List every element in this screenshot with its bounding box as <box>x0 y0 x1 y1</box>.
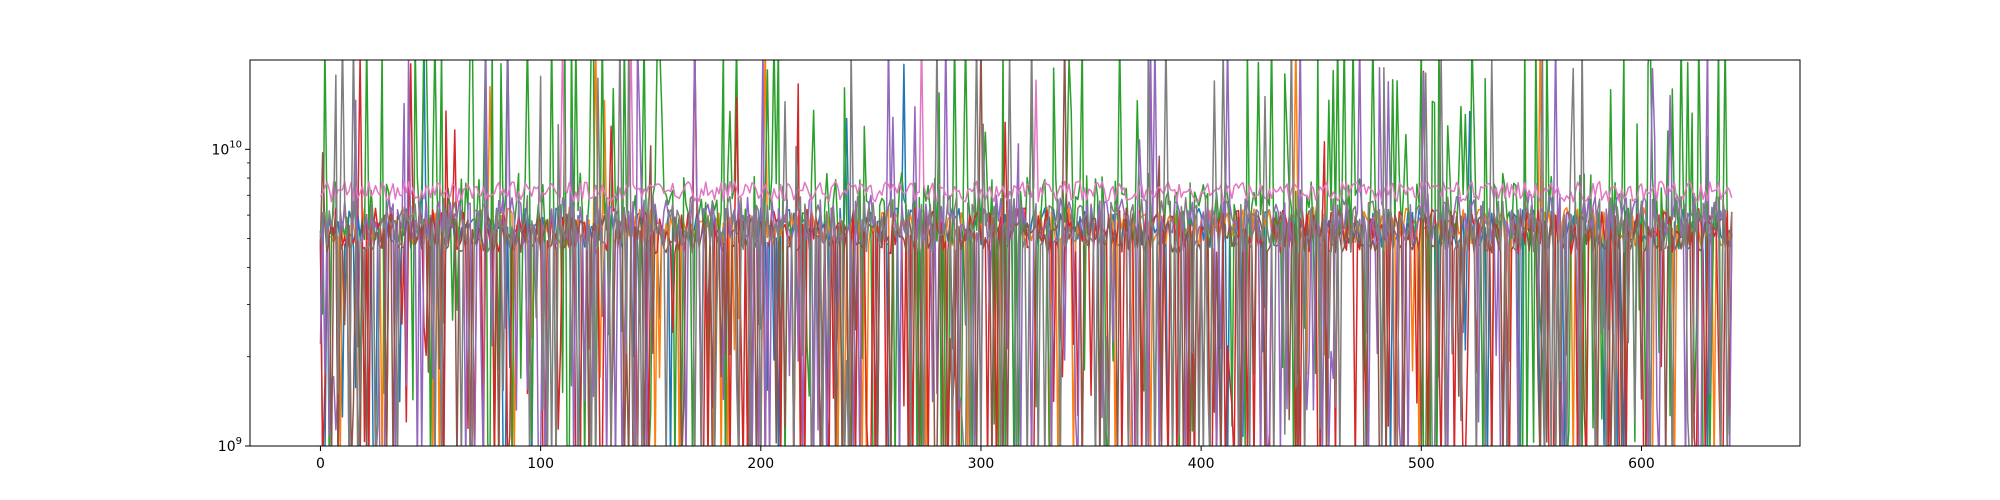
series-line-6 <box>319 60 1733 446</box>
plot-frame <box>249 59 1801 447</box>
series-layer <box>319 60 1733 446</box>
series-line-8 <box>319 60 1733 446</box>
y-axis: 109 1010 <box>211 139 250 455</box>
y-tick-label: 1010 <box>211 139 242 158</box>
x-tick-label: 200 <box>747 456 774 472</box>
y-tick-label: 109 <box>218 436 242 455</box>
x-tick-label: 500 <box>1408 456 1435 472</box>
x-tick-label: 400 <box>1188 456 1215 472</box>
series-line-7 <box>319 60 1733 203</box>
x-axis: 0 100 200 300 400 500 600 <box>316 446 1655 472</box>
x-tick-label: 100 <box>527 456 554 472</box>
x-tick-label: 300 <box>968 456 995 472</box>
x-tick-label: 0 <box>316 456 325 472</box>
series-line-5 <box>319 60 1733 446</box>
x-tick-label: 600 <box>1628 456 1655 472</box>
